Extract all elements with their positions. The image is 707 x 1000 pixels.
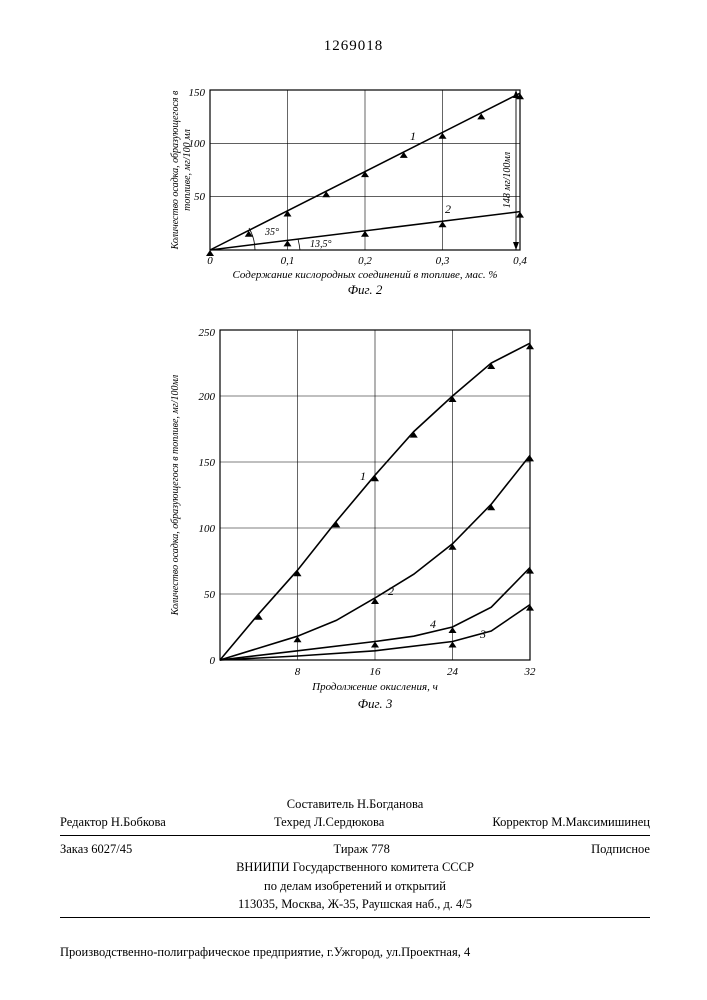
page: 1269018 0 0,1 0,2 0,3 0,4 50 100 150: [0, 0, 707, 1000]
fig2-ylabel: Количество осадка, образующегося в: [170, 90, 181, 250]
svg-text:0: 0: [207, 255, 213, 267]
fig3-caption: Фиг. 3: [358, 696, 393, 711]
tech-editor: Техред Л.Сердюкова: [274, 813, 384, 831]
svg-text:1: 1: [360, 469, 366, 483]
svg-text:0,4: 0,4: [513, 255, 527, 267]
svg-text:1: 1: [410, 129, 416, 143]
org-address: 113035, Москва, Ж-35, Раушская наб., д. …: [60, 895, 650, 913]
svg-text:8: 8: [295, 666, 301, 678]
svg-text:150: 150: [189, 87, 206, 99]
svg-text:24: 24: [447, 666, 459, 678]
svg-text:0,3: 0,3: [436, 255, 450, 267]
fig3-xlabel: Продолжение окисления, ч: [311, 681, 438, 693]
svg-text:16: 16: [370, 666, 382, 678]
svg-text:50: 50: [204, 589, 216, 601]
org-line-1: ВНИИПИ Государственного комитета СССР: [60, 858, 650, 876]
org-line-2: по делам изобретений и открытий: [60, 877, 650, 895]
fig3-ylabel: Количество осадка, образующегося в топли…: [170, 374, 181, 616]
svg-text:100: 100: [199, 523, 216, 535]
svg-text:4: 4: [430, 617, 436, 631]
svg-text:0,1: 0,1: [281, 255, 295, 267]
svg-text:0,2: 0,2: [358, 255, 372, 267]
svg-text:13,5°: 13,5°: [310, 239, 332, 250]
svg-text:50: 50: [194, 191, 206, 203]
editor: Редактор Н.Бобкова: [60, 813, 166, 831]
patent-number: 1269018: [0, 38, 707, 55]
corrector: Корректор М.Максимишинец: [492, 813, 650, 831]
svg-text:35°: 35°: [264, 227, 279, 238]
order-number: Заказ 6027/45: [60, 840, 132, 858]
fig2-xlabel: Содержание кислородных соединений в топл…: [233, 269, 498, 281]
svg-text:250: 250: [199, 327, 216, 339]
figure-3: 8 16 24 32 0 50 100 150 200 250: [150, 320, 560, 720]
svg-text:3: 3: [479, 627, 486, 641]
tirazh: Тираж 778: [334, 840, 390, 858]
compiler-line: Составитель Н.Богданова: [60, 795, 650, 813]
fig2-annotation: 148 мг/100мл: [502, 151, 513, 208]
svg-text:2: 2: [388, 584, 394, 598]
printer-line: Производственно-полиграфическое предприя…: [60, 945, 650, 960]
svg-text:200: 200: [199, 391, 216, 403]
podpisnoe: Подписное: [591, 840, 650, 858]
fig2-caption: Фиг. 2: [348, 282, 383, 297]
figure-2: 0 0,1 0,2 0,3 0,4 50 100 150: [150, 80, 550, 300]
svg-text:0: 0: [210, 655, 216, 667]
svg-text:32: 32: [524, 666, 537, 678]
svg-text:топливе, мг/100 мл: топливе, мг/100 мл: [182, 129, 193, 211]
svg-text:2: 2: [445, 202, 451, 216]
footer-block: Составитель Н.Богданова Редактор Н.Бобко…: [60, 795, 650, 922]
svg-text:150: 150: [199, 457, 216, 469]
